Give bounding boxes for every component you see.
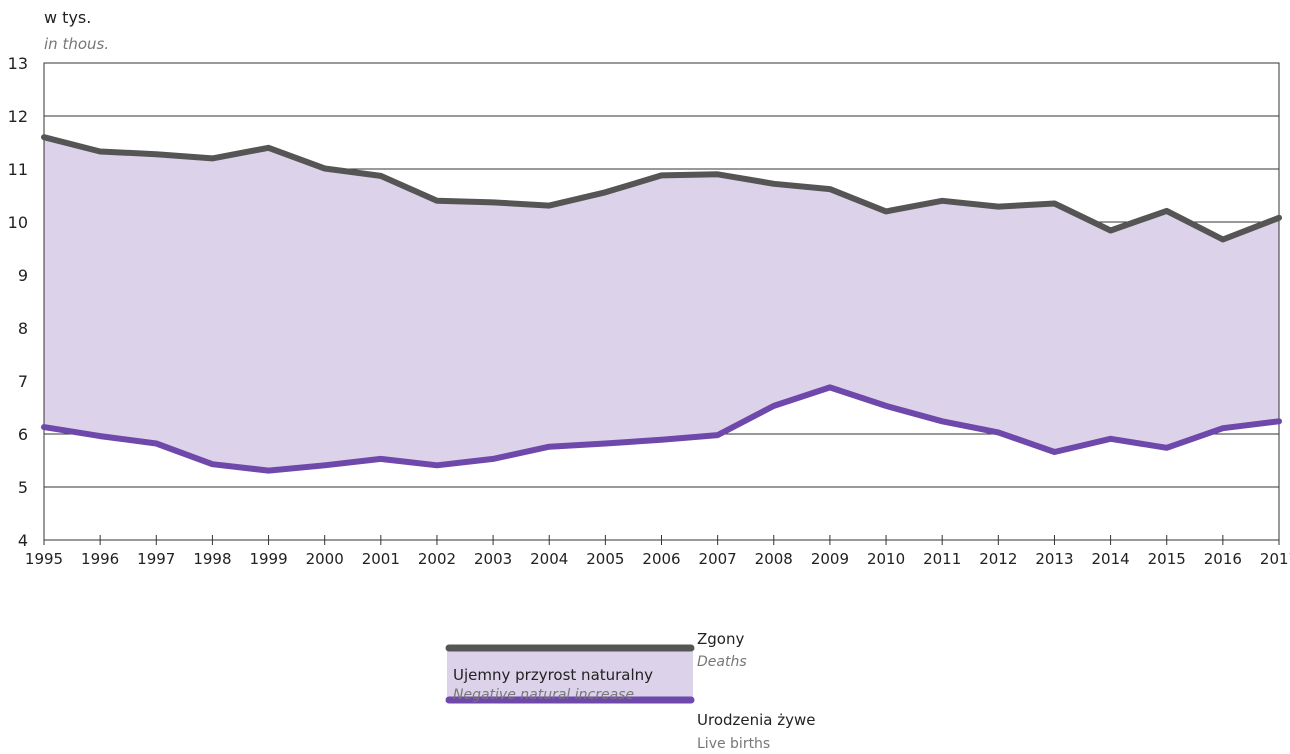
deaths-line [41,134,1282,243]
y-axis: 4 5 6 7 8 9 10 11 12 13 [8,54,28,550]
x-tick-label: 1996 [81,550,119,568]
legend-births-label: Urodzenia żywe [697,711,816,729]
x-tick-label: 2010 [867,550,905,568]
y-tick-label: 10 [8,213,28,232]
x-tick-label: 2011 [923,550,961,568]
x-tick-label: 2002 [418,550,456,568]
x-tick-label: 2005 [586,550,624,568]
unit-label: w tys. [44,8,91,27]
unit-label-en: in thous. [44,35,109,53]
x-tick-label: 2015 [1148,550,1186,568]
x-tick-label: 2009 [811,550,849,568]
x-tick-label: 2017 [1260,550,1290,568]
x-axis: 1995 1996 1997 1998 1999 2000 2001 2002 2003 2004… [25,535,1290,568]
legend-fill-label: Ujemny przyrost naturalny [453,666,653,684]
x-tick-label: 2007 [699,550,737,568]
legend-fill-label-en: Negative natural increase [453,687,634,703]
legend-births-label-en: Live births [697,736,770,752]
y-tick-label: 13 [8,54,28,73]
x-tick-label: 2013 [1035,550,1073,568]
live-births-line [41,384,1282,474]
y-tick-label: 8 [18,319,28,338]
legend-deaths-label-en: Deaths [697,654,747,670]
y-tick-label: 12 [8,107,28,126]
x-tick-label: 1998 [193,550,231,568]
x-tick-label: 2000 [306,550,344,568]
x-tick-label: 2003 [474,550,512,568]
y-tick-label: 5 [18,478,28,497]
legend-fill-swatch [447,648,693,700]
legend: Ujemny przyrost naturalny Negative natur… [445,630,816,752]
y-tick-label: 4 [18,531,28,550]
x-tick-label: 2006 [642,550,680,568]
x-tick-label: 2004 [530,550,568,568]
y-tick-label: 9 [18,266,28,285]
x-tick-label: 2001 [362,550,400,568]
x-tick-label: 2016 [1204,550,1242,568]
negative-natural-increase-area [44,137,1279,471]
x-tick-label: 1995 [25,550,63,568]
y-tick-label: 7 [18,372,28,391]
y-tick-label: 11 [8,160,28,179]
x-tick-label: 1997 [137,550,175,568]
x-tick-label: 2012 [979,550,1017,568]
x-tick-label: 1999 [249,550,287,568]
legend-deaths-label: Zgony [697,630,744,648]
y-tick-label: 6 [18,425,28,444]
x-tick-label: 2014 [1091,550,1129,568]
x-tick-label: 2008 [755,550,793,568]
